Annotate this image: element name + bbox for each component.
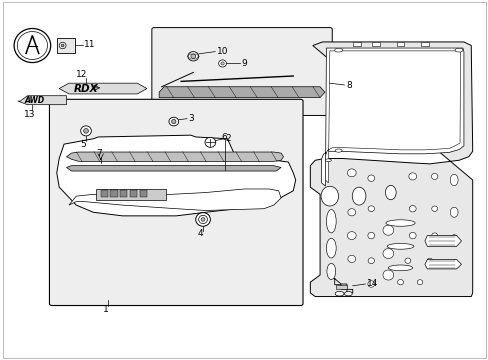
- Polygon shape: [371, 41, 379, 46]
- Polygon shape: [66, 166, 281, 171]
- Polygon shape: [130, 190, 137, 197]
- Polygon shape: [321, 48, 463, 186]
- Ellipse shape: [416, 280, 422, 285]
- Text: AWD: AWD: [24, 96, 44, 105]
- Ellipse shape: [83, 129, 88, 133]
- Text: 6: 6: [221, 133, 227, 142]
- Ellipse shape: [221, 62, 224, 65]
- Ellipse shape: [347, 209, 355, 216]
- Polygon shape: [96, 189, 166, 200]
- Text: 12: 12: [76, 71, 87, 80]
- Ellipse shape: [431, 206, 437, 211]
- Ellipse shape: [408, 173, 416, 180]
- Ellipse shape: [386, 243, 413, 249]
- Ellipse shape: [449, 207, 457, 217]
- Ellipse shape: [367, 175, 374, 181]
- Ellipse shape: [204, 137, 215, 147]
- Polygon shape: [110, 190, 118, 197]
- Ellipse shape: [346, 231, 355, 239]
- Polygon shape: [352, 41, 360, 46]
- Text: 5: 5: [80, 140, 86, 149]
- Ellipse shape: [387, 265, 412, 271]
- Ellipse shape: [430, 174, 437, 180]
- Ellipse shape: [382, 248, 393, 258]
- Ellipse shape: [61, 44, 64, 47]
- Ellipse shape: [14, 28, 51, 63]
- Text: 3: 3: [188, 114, 194, 123]
- Ellipse shape: [198, 215, 207, 224]
- Ellipse shape: [385, 220, 414, 226]
- Ellipse shape: [426, 258, 431, 263]
- Text: 10: 10: [216, 47, 228, 56]
- Ellipse shape: [59, 42, 66, 49]
- Polygon shape: [66, 152, 283, 161]
- Ellipse shape: [408, 206, 415, 212]
- Ellipse shape: [325, 159, 330, 162]
- Text: 11: 11: [84, 40, 95, 49]
- Ellipse shape: [408, 232, 415, 239]
- Ellipse shape: [404, 258, 410, 264]
- Ellipse shape: [334, 149, 341, 152]
- Polygon shape: [69, 189, 281, 211]
- Ellipse shape: [17, 32, 47, 59]
- Text: RDX: RDX: [74, 84, 98, 94]
- Ellipse shape: [347, 255, 355, 262]
- Polygon shape: [140, 190, 147, 197]
- Ellipse shape: [351, 187, 365, 205]
- Ellipse shape: [326, 238, 335, 258]
- Polygon shape: [120, 190, 127, 197]
- Ellipse shape: [397, 279, 403, 285]
- Ellipse shape: [431, 233, 437, 238]
- Ellipse shape: [367, 206, 374, 212]
- Polygon shape: [101, 190, 108, 197]
- Polygon shape: [18, 96, 66, 105]
- Polygon shape: [59, 83, 147, 94]
- Ellipse shape: [190, 54, 195, 59]
- Text: 9: 9: [241, 59, 246, 68]
- Polygon shape: [424, 235, 461, 246]
- Polygon shape: [325, 51, 460, 183]
- Polygon shape: [159, 87, 325, 98]
- Ellipse shape: [187, 51, 198, 61]
- Ellipse shape: [81, 126, 91, 136]
- Ellipse shape: [326, 210, 335, 233]
- Polygon shape: [396, 41, 404, 46]
- Ellipse shape: [326, 264, 335, 279]
- Text: 1: 1: [103, 305, 109, 314]
- Text: 14: 14: [366, 279, 378, 288]
- Ellipse shape: [334, 291, 343, 296]
- Ellipse shape: [449, 174, 457, 186]
- Text: 4: 4: [197, 229, 203, 238]
- Ellipse shape: [382, 270, 393, 280]
- Text: 7: 7: [96, 149, 102, 158]
- Ellipse shape: [382, 225, 393, 235]
- Ellipse shape: [344, 292, 351, 296]
- Ellipse shape: [334, 48, 342, 52]
- Ellipse shape: [449, 260, 457, 269]
- Text: 8: 8: [345, 81, 351, 90]
- Ellipse shape: [367, 258, 374, 264]
- Bar: [57, 39, 75, 53]
- FancyBboxPatch shape: [152, 28, 331, 116]
- Bar: [335, 285, 346, 289]
- Ellipse shape: [449, 235, 457, 244]
- Ellipse shape: [201, 218, 204, 221]
- Ellipse shape: [218, 60, 226, 67]
- Polygon shape: [310, 42, 472, 297]
- Polygon shape: [420, 41, 428, 46]
- Ellipse shape: [195, 213, 210, 226]
- Ellipse shape: [321, 186, 338, 206]
- Text: 13: 13: [24, 110, 36, 119]
- Ellipse shape: [454, 48, 462, 52]
- Ellipse shape: [168, 117, 178, 126]
- Ellipse shape: [367, 232, 374, 239]
- Ellipse shape: [346, 169, 355, 177]
- FancyBboxPatch shape: [49, 99, 303, 306]
- Ellipse shape: [171, 120, 176, 124]
- Polygon shape: [57, 135, 295, 216]
- Text: 2: 2: [225, 134, 231, 143]
- Ellipse shape: [385, 185, 395, 200]
- Ellipse shape: [367, 281, 374, 287]
- Polygon shape: [424, 260, 461, 269]
